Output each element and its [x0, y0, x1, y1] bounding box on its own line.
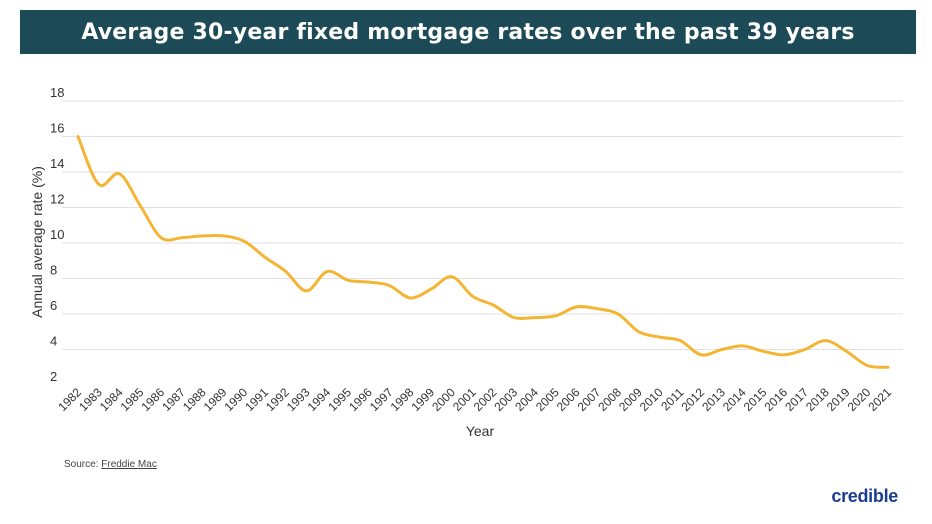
y-tick-label: 16 — [50, 121, 64, 136]
chart-title-bar: Average 30-year fixed mortgage rates ove… — [20, 10, 916, 54]
y-tick-label: 14 — [50, 156, 64, 171]
series-line — [76, 135, 890, 369]
y-tick-label: 10 — [50, 227, 64, 242]
y-tick-label: 12 — [50, 192, 64, 207]
x-axis-label: Year — [466, 423, 495, 439]
y-tick-label: 2 — [50, 369, 57, 384]
x-tick-label: 2021 — [865, 385, 894, 414]
source-note: Source: Freddie Mac — [64, 459, 157, 470]
y-tick-label: 18 — [50, 85, 64, 100]
source-link[interactable]: Freddie Mac — [101, 459, 157, 470]
y-tick-label: 4 — [50, 334, 57, 349]
y-axis-label: Annual average rate (%) — [29, 166, 45, 318]
y-tick-label: 6 — [50, 298, 57, 313]
source-prefix: Source: — [64, 459, 102, 470]
chart-title: Average 30-year fixed mortgage rates ove… — [81, 19, 855, 45]
y-tick-label: 8 — [50, 263, 57, 278]
brand-logo: credible — [831, 486, 898, 506]
